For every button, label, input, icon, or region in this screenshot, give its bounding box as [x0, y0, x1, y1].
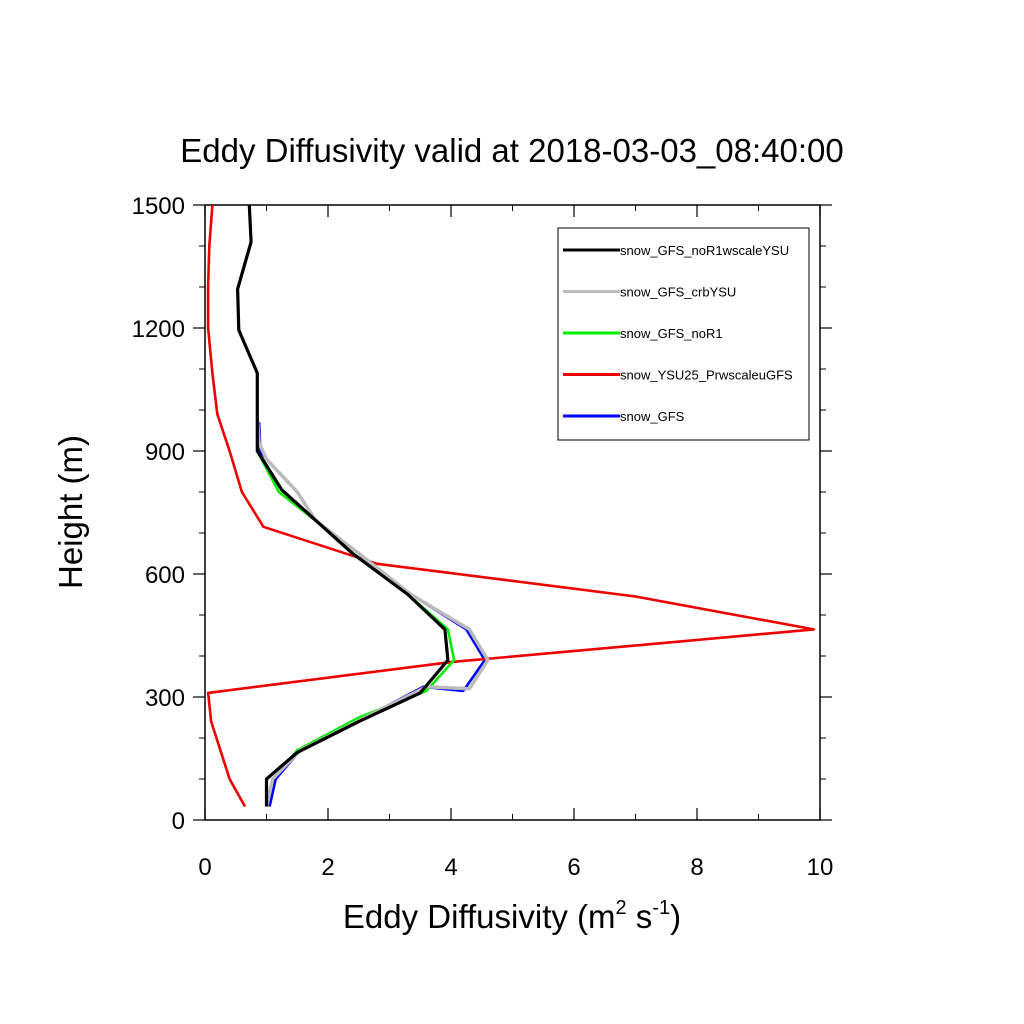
legend-label: snow_GFS_noR1 — [620, 326, 723, 341]
y-tick-label: 0 — [172, 808, 185, 835]
series-line-snow-gfs-nor1 — [255, 426, 456, 807]
plot-area: 0 2 4 6 8 10 0 300 600 900 1200 1500 snow_GFS_noR1ws… — [132, 193, 834, 881]
chart-title: Eddy Diffusivity valid at 2018-03-03_08:… — [180, 132, 843, 169]
y-tick-label: 1200 — [132, 316, 185, 343]
x-axis-label-sup1: 2 — [616, 897, 627, 919]
x-tick-label: 6 — [567, 854, 580, 881]
legend-label: snow_YSU25_PrwscaleuGFS — [620, 368, 793, 383]
x-axis-label-main: Eddy Diffusivity (m — [343, 898, 616, 935]
y-tick-label: 300 — [145, 685, 185, 712]
x-axis-label-sup2: -1 — [652, 897, 670, 919]
series-line-snow-gfs-crbysu — [255, 418, 490, 807]
x-tick-label: 4 — [444, 854, 457, 881]
x-axis-label: Eddy Diffusivity (m2 s-1) — [343, 897, 681, 935]
series-line-snow-gfs-nor1wscaleysu — [236, 204, 450, 807]
y-tick-label: 900 — [145, 439, 185, 466]
y-axis-label: Height (m) — [52, 435, 89, 589]
legend-label: snow_GFS_crbYSU — [620, 285, 736, 300]
series-line-snow-gfs — [257, 422, 487, 807]
x-tick-label: 0 — [198, 854, 211, 881]
y-tick-label: 600 — [145, 562, 185, 589]
x-tick-label: 2 — [321, 854, 334, 881]
y-tick-label: 1500 — [132, 193, 185, 220]
x-axis-label-mid: s — [627, 898, 653, 935]
legend-label: snow_GFS — [620, 409, 685, 424]
series-line-snow-ysu25-prwscaleugfs — [206, 204, 816, 808]
x-axis-label-end: ) — [670, 898, 681, 935]
legend-label: snow_GFS_noR1wscaleYSU — [620, 243, 789, 258]
x-tick-label: 10 — [807, 854, 834, 881]
x-tick-label: 8 — [690, 854, 703, 881]
